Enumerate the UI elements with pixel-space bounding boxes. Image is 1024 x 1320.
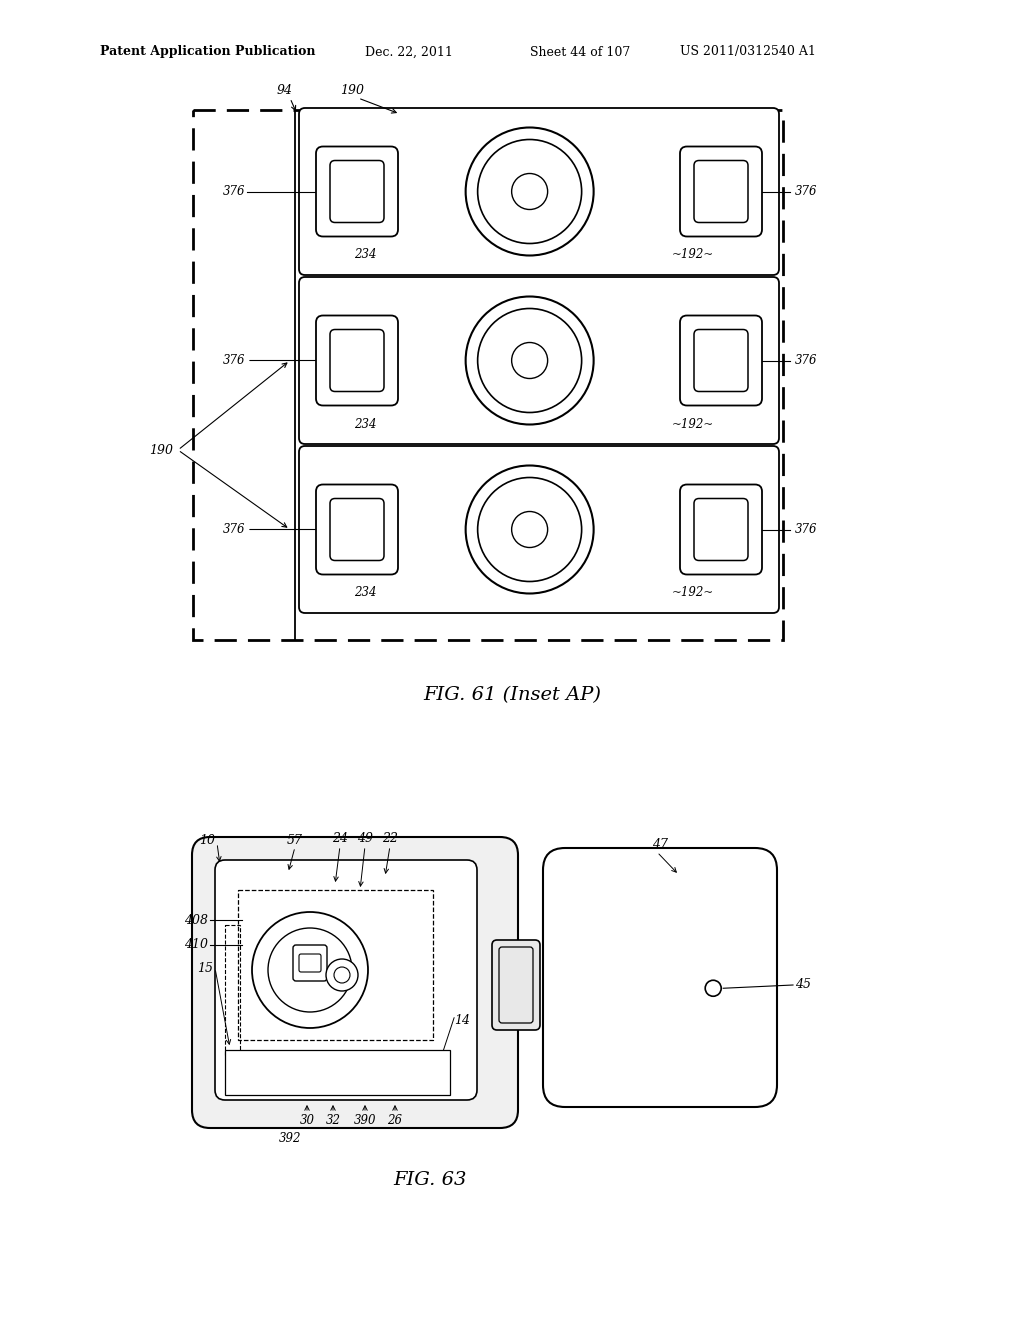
FancyBboxPatch shape — [316, 315, 398, 405]
Circle shape — [466, 297, 594, 425]
Text: FIG. 61 (Inset AP): FIG. 61 (Inset AP) — [423, 686, 601, 704]
FancyBboxPatch shape — [193, 837, 518, 1129]
Circle shape — [334, 968, 350, 983]
Circle shape — [477, 140, 582, 243]
Text: Patent Application Publication: Patent Application Publication — [100, 45, 315, 58]
FancyBboxPatch shape — [543, 847, 777, 1107]
FancyBboxPatch shape — [330, 330, 384, 392]
Circle shape — [512, 342, 548, 379]
Text: 190: 190 — [340, 83, 364, 96]
FancyBboxPatch shape — [680, 147, 762, 236]
Text: 376: 376 — [222, 523, 245, 536]
Text: 22: 22 — [382, 832, 398, 845]
Bar — [225, 925, 240, 1055]
Text: 408: 408 — [184, 913, 208, 927]
FancyBboxPatch shape — [316, 147, 398, 236]
Text: 32: 32 — [326, 1114, 341, 1126]
Text: 24: 24 — [332, 832, 348, 845]
FancyBboxPatch shape — [492, 940, 540, 1030]
Text: 392: 392 — [279, 1131, 301, 1144]
Text: 190: 190 — [150, 444, 173, 457]
FancyBboxPatch shape — [299, 108, 779, 275]
Circle shape — [466, 128, 594, 256]
Text: 15: 15 — [197, 961, 213, 974]
FancyBboxPatch shape — [293, 945, 327, 981]
Text: 94: 94 — [278, 83, 293, 96]
Text: 376: 376 — [795, 185, 817, 198]
FancyBboxPatch shape — [299, 954, 321, 972]
Text: 49: 49 — [357, 832, 373, 845]
Text: 410: 410 — [184, 939, 208, 952]
Text: Sheet 44 of 107: Sheet 44 of 107 — [530, 45, 630, 58]
Text: 376: 376 — [222, 185, 245, 198]
FancyBboxPatch shape — [330, 499, 384, 561]
Text: 10: 10 — [199, 833, 215, 846]
FancyBboxPatch shape — [299, 277, 779, 444]
FancyBboxPatch shape — [316, 484, 398, 574]
Text: 390: 390 — [353, 1114, 376, 1126]
Text: 376: 376 — [222, 354, 245, 367]
Text: 57: 57 — [287, 833, 303, 846]
Text: ~192~: ~192~ — [672, 248, 714, 261]
Bar — [225, 1049, 450, 1096]
Text: ~193~: ~193~ — [507, 354, 552, 367]
FancyBboxPatch shape — [694, 330, 748, 392]
Circle shape — [268, 928, 352, 1012]
FancyBboxPatch shape — [215, 861, 477, 1100]
FancyBboxPatch shape — [694, 161, 748, 223]
Text: Dec. 22, 2011: Dec. 22, 2011 — [365, 45, 453, 58]
Circle shape — [326, 960, 358, 991]
Text: 376: 376 — [795, 523, 817, 536]
Text: 234: 234 — [353, 417, 376, 430]
Text: ~192~: ~192~ — [672, 586, 714, 599]
Circle shape — [252, 912, 368, 1028]
Circle shape — [706, 981, 721, 997]
Text: 26: 26 — [387, 1114, 402, 1126]
Text: ~192~: ~192~ — [672, 417, 714, 430]
FancyBboxPatch shape — [680, 484, 762, 574]
Text: US 2011/0312540 A1: US 2011/0312540 A1 — [680, 45, 816, 58]
Text: ~193~: ~193~ — [507, 185, 552, 198]
FancyBboxPatch shape — [330, 161, 384, 223]
Bar — [193, 110, 783, 640]
Text: 47: 47 — [652, 838, 668, 851]
Text: ~193~: ~193~ — [507, 523, 552, 536]
Circle shape — [466, 466, 594, 594]
Text: 45: 45 — [795, 978, 811, 991]
FancyBboxPatch shape — [694, 499, 748, 561]
Circle shape — [512, 511, 548, 548]
FancyBboxPatch shape — [299, 446, 779, 612]
Circle shape — [477, 309, 582, 412]
Circle shape — [512, 173, 548, 210]
FancyBboxPatch shape — [680, 315, 762, 405]
Text: 14: 14 — [454, 1014, 470, 1027]
Text: FIG. 63: FIG. 63 — [393, 1171, 467, 1189]
Text: 234: 234 — [353, 248, 376, 261]
Text: 30: 30 — [299, 1114, 314, 1126]
Text: 234: 234 — [353, 586, 376, 599]
Bar — [238, 890, 433, 1040]
Text: 376: 376 — [795, 354, 817, 367]
Circle shape — [477, 478, 582, 582]
